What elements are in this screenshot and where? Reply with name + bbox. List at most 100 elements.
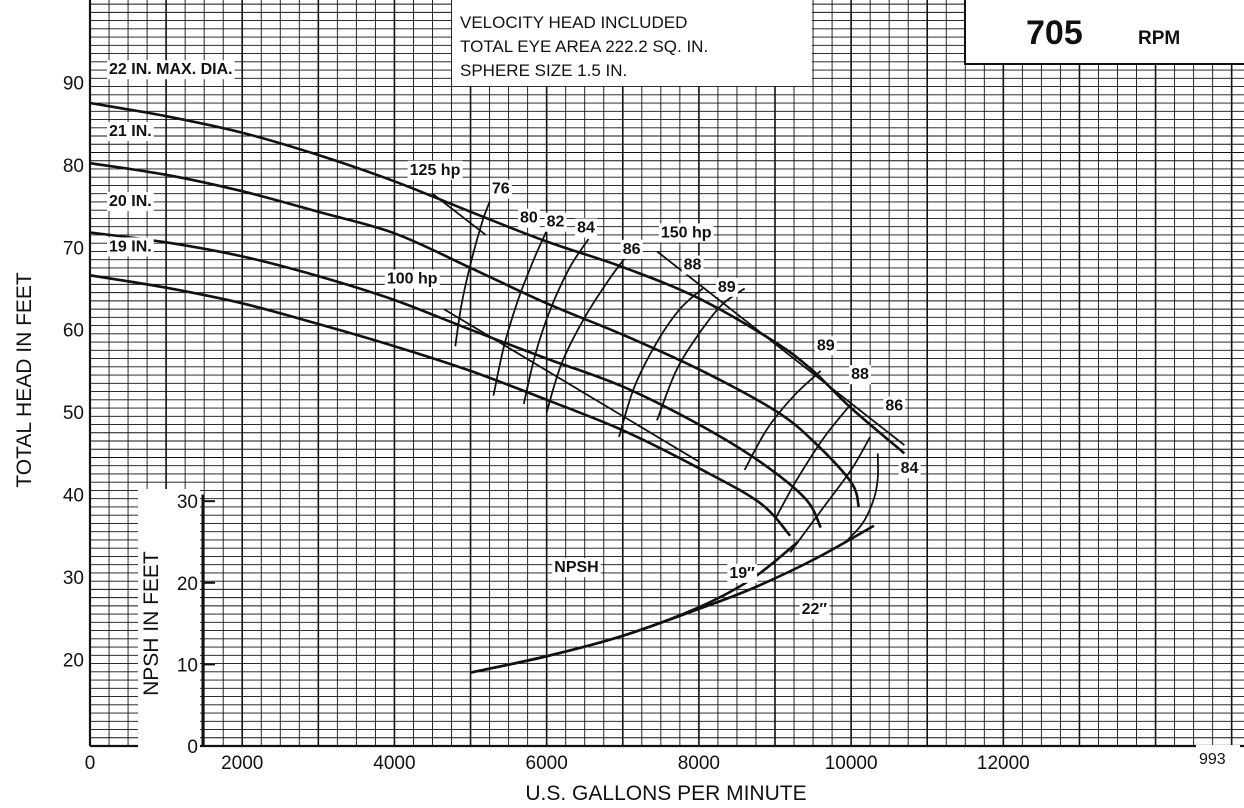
efficiency-contour [774,403,852,520]
x-tick-label: 10000 [825,753,878,774]
y-axis-title: TOTAL HEAD IN FEET [13,272,36,488]
efficiency-label-bg [518,208,540,228]
efficiency-contour [656,287,746,421]
efficiency-contour [522,238,590,405]
diameter-label-bg [107,192,154,212]
diameter-label-text: 21 IN. [109,123,152,140]
npsh-tick-label: 0 [187,737,198,758]
efficiency-label: 84 [898,459,921,479]
diameter-label-text: 20 IN. [109,193,152,210]
diameter-label-text: 22 IN. MAX. DIA. [109,61,233,78]
chart-id-box [1196,745,1240,769]
x-axis-title: U.S. GALLONS PER MINUTE [525,782,806,805]
efficiency-label-text: 84 [901,460,919,477]
head-curve [89,231,822,529]
npsh-tick-label: 10 [177,655,198,676]
x-tick-label: 0 [85,753,96,774]
efficiency-label-bg [849,365,872,385]
y-tick-label: 20 [63,650,84,671]
horsepower-label: 100 hp [384,269,440,289]
efficiency-label-text: 89 [718,279,736,296]
horsepower-label-text: 125 hp [410,162,461,179]
axes: 0 2000 4000 6000 8000 10000 12000 20 30 40 50 60 70 8… [63,73,1030,774]
efficiency-label-text: 80 [520,210,538,227]
efficiency-label-bg [814,336,837,356]
horsepower-label: 150 hp [658,223,714,243]
efficiency-label: 88 [681,255,704,275]
efficiency-contour [789,436,871,553]
diameter-label-bg [107,237,154,257]
horsepower-label-text: 100 hp [387,271,438,288]
horsepower-label-bg [407,160,463,180]
efficiency-label-text: 88 [684,257,702,274]
npsh-axis-title: NPSH IN FEET [140,551,163,696]
y-tick-label: 50 [63,403,84,424]
x-tick-label: 8000 [678,753,720,774]
npsh-curve-label-text: 19″ [729,565,755,582]
efficiency-label: 86 [620,239,643,259]
npsh-curve-label-text: 22″ [802,601,828,618]
npsh-tick-label: 30 [177,492,198,513]
efficiency-contour [842,453,879,545]
info-line-2: TOTAL EYE AREA 222.2 SQ. IN. [460,37,708,56]
head-curve [89,274,792,537]
npsh-curve [470,524,875,674]
efficiency-label-bg [575,218,598,238]
efficiency-label-text: 84 [577,219,595,236]
npsh-tick-label: 20 [177,574,198,595]
y-tick-label: 30 [63,568,84,589]
info-line-3: SPHERE SIZE 1.5 IN. [460,61,627,80]
horsepower-line [656,250,905,446]
horsepower-line [443,308,700,463]
npsh-curve-label-bg [799,600,830,620]
horsepower-label: 125 hp [407,160,463,180]
horsepower-line [431,193,487,236]
efficiency-label: 89 [715,277,738,297]
curve-labels: 22 IN. MAX. DIA. 21 IN. 20 IN. 19 IN. 76 80 82… [107,60,921,620]
diameter-label-text: 19 IN. [109,238,152,255]
y-tick-label: 70 [63,238,84,259]
efficiency-label: 84 [575,218,598,238]
efficiency-contours [454,201,879,553]
npsh-label-text: NPSH [554,559,598,576]
diameter-label-bg [107,122,154,142]
efficiency-label-bg [489,179,512,199]
npsh-curve-label-bg [727,563,758,583]
diameter-label: 21 IN. [107,122,154,142]
efficiency-label-bg [898,459,921,479]
npsh-curve-label: 19″ [727,563,758,583]
efficiency-contour [492,230,548,396]
efficiency-label-bg [715,277,738,297]
head-curves [89,101,906,537]
diameter-label: 22 IN. MAX. DIA. [107,60,235,80]
efficiency-label-text: 86 [885,398,903,415]
diameter-label: 20 IN. [107,192,154,212]
x-tick-label: 12000 [977,753,1030,774]
chart-frame [88,0,1244,748]
x-tick-label: 2000 [221,753,263,774]
speed-value: 705 [1026,14,1083,52]
horsepower-label-bg [384,269,440,289]
efficiency-label: 88 [849,365,872,385]
efficiency-label: 89 [814,336,837,356]
info-line-1: VELOCITY HEAD INCLUDED [460,13,687,32]
efficiency-label: 80 [518,208,540,228]
efficiency-contour [618,287,704,438]
x-tick-label: 4000 [373,753,415,774]
diameter-label-bg [107,60,235,80]
efficiency-label-text: 86 [623,241,641,258]
head-curve [89,161,860,508]
speed-box [964,0,1244,65]
efficiency-label: 86 [883,396,906,416]
chart-id: 993 [1199,751,1226,768]
efficiency-label-text: 82 [547,214,565,231]
npsh-curve-label: 22″ [799,600,830,620]
x-tick-label: 6000 [526,753,568,774]
speed-unit: RPM [1138,28,1180,49]
efficiency-label-text: 88 [851,366,869,383]
efficiency-label-text: 89 [817,337,835,354]
efficiency-label-bg [620,239,643,259]
y-tick-label: 80 [63,156,84,177]
diameter-label: 19 IN. [107,237,154,257]
